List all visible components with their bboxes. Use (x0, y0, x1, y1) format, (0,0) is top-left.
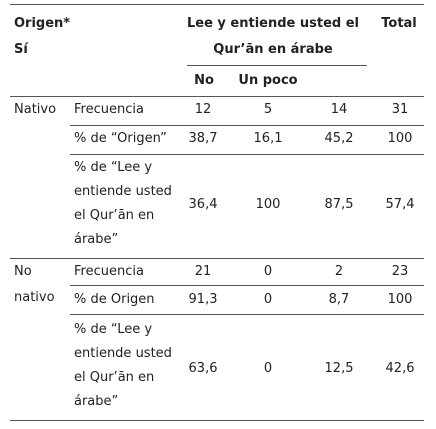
question-header-line2: Qur’ān en árabe (213, 42, 333, 57)
cell-value: 8,7 (328, 292, 350, 307)
cell-value: 87,5 (324, 197, 354, 212)
row-label: entiende usted (74, 346, 172, 361)
cell-value: 57,4 (385, 197, 415, 212)
row-label: árabe” (74, 394, 119, 409)
rule-group-divider (10, 258, 424, 259)
cell-value: 16,1 (253, 131, 283, 146)
cell-value: 12 (194, 102, 212, 117)
cell-value: 5 (263, 102, 273, 117)
cell-value: 42,6 (385, 361, 415, 376)
question-header-line1: Lee y entiende usted el (186, 16, 360, 31)
row-label: Frecuencia (74, 102, 144, 117)
cell-value: 0 (263, 292, 273, 307)
cell-value: 100 (255, 197, 281, 212)
rule-nativo-r1 (70, 125, 424, 126)
rule-nonativo-r2 (70, 314, 424, 315)
col-header-no: No (194, 73, 214, 88)
cell-value: 91,3 (188, 292, 218, 307)
group-label-no-nativo-line2: nativo (14, 290, 55, 305)
cell-value: 38,7 (188, 131, 218, 146)
row-label: el Qur’ān en (74, 208, 155, 223)
cell-value: 100 (387, 131, 413, 146)
row-label: % de Origen (74, 292, 155, 307)
corner-label-line2: Sí (14, 42, 28, 57)
cell-value: 21 (194, 264, 212, 279)
row-label: árabe” (74, 232, 119, 247)
row-label: el Qur’ān en (74, 370, 155, 385)
total-header: Total (381, 16, 417, 31)
cell-value: 31 (391, 102, 409, 117)
cell-value: 45,2 (324, 131, 354, 146)
col-header-un-poco: Un poco (238, 73, 298, 88)
rule-nonativo-r1 (70, 285, 424, 286)
group-label-nativo: Nativo (14, 102, 57, 117)
cell-value: 0 (263, 361, 273, 376)
rule-bottom (10, 420, 424, 421)
corner-label-line1: Origen* (14, 16, 71, 31)
cell-value: 2 (334, 264, 344, 279)
row-label: % de “Lee y (74, 322, 153, 337)
group-label-no-nativo-line1: No (14, 264, 32, 279)
row-label: % de “Lee y (74, 160, 153, 175)
cell-value: 12,5 (324, 361, 354, 376)
cell-value: 0 (263, 264, 273, 279)
row-label: Frecuencia (74, 264, 144, 279)
row-label: entiende usted (74, 184, 172, 199)
cell-value: 14 (330, 102, 348, 117)
cell-value: 23 (391, 264, 409, 279)
rule-header-bottom (10, 96, 424, 97)
cell-value: 63,6 (188, 361, 218, 376)
rule-top (10, 4, 424, 5)
rule-nativo-r2 (70, 154, 424, 155)
cell-value: 36,4 (188, 197, 218, 212)
rule-under-question (187, 65, 367, 66)
row-label: % de “Origen” (74, 131, 167, 146)
cell-value: 100 (387, 292, 413, 307)
